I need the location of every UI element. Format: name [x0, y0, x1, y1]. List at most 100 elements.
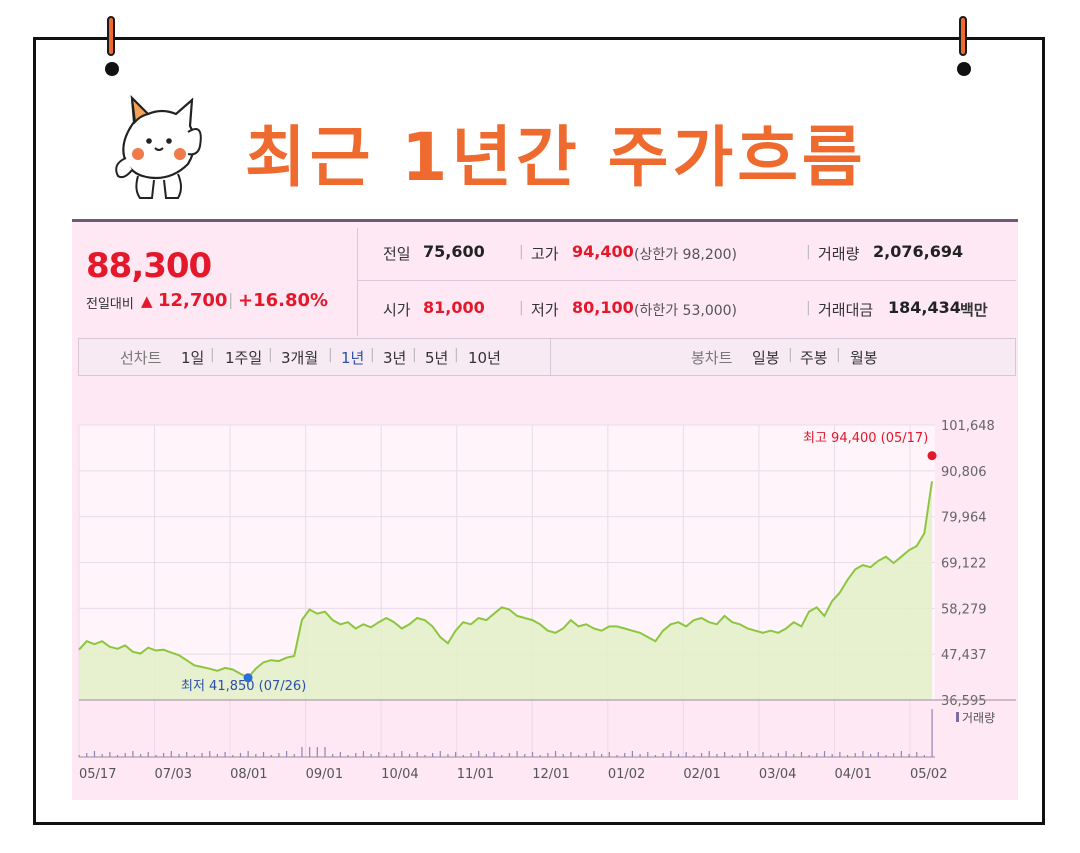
- volume-bar: [209, 751, 211, 757]
- volume-bar: [578, 755, 580, 757]
- period-tab-bar: [78, 338, 1016, 376]
- volume-bar: [754, 754, 756, 757]
- volume-bar: [247, 751, 249, 757]
- tab-5year[interactable]: 5년: [425, 349, 449, 367]
- volume-bar: [324, 747, 326, 757]
- volume-bar: [416, 752, 418, 757]
- volume-bar: [201, 753, 203, 757]
- change-label: 전일대비: [86, 297, 134, 312]
- volume-bar: [770, 755, 772, 757]
- x-tick-label: 05/17: [79, 767, 116, 782]
- min-point-marker: [243, 673, 253, 683]
- volume-bar: [908, 754, 910, 757]
- volume-bar: [385, 755, 388, 757]
- volume-bar: [447, 754, 449, 757]
- divider: |: [519, 244, 524, 260]
- y-tick-label: 101,648: [941, 419, 995, 434]
- tab-10year[interactable]: 10년: [468, 349, 501, 367]
- x-tick-label: 05/02: [910, 767, 947, 782]
- cat-mascot-icon: [115, 95, 202, 199]
- y-tick-label: 58,279: [941, 602, 987, 617]
- volume-bar: [893, 753, 895, 757]
- divider: [357, 228, 358, 336]
- tab-1day[interactable]: 1일: [181, 349, 205, 367]
- volume-bar: [516, 751, 518, 757]
- x-tick-label: 04/01: [834, 767, 871, 782]
- y-tick-label: 69,122: [941, 556, 987, 571]
- volume-bar: [101, 754, 103, 757]
- volume-bar: [370, 754, 372, 757]
- volume-bar: [362, 751, 365, 757]
- volume-bar: [870, 754, 872, 757]
- volume-bar: [831, 754, 833, 757]
- pin-right: [957, 62, 971, 76]
- volume-bar: [155, 755, 157, 757]
- x-tick-label: 02/01: [683, 767, 720, 782]
- volume-bar: [916, 752, 918, 757]
- volume-bar: [647, 752, 649, 757]
- volume-bar: [478, 751, 480, 757]
- volume-bar: [339, 752, 341, 757]
- volume-bar: [232, 755, 234, 757]
- divider: |: [806, 244, 811, 260]
- volume-bar: [170, 751, 172, 757]
- divider: |: [268, 347, 273, 363]
- volume-bar: [508, 753, 511, 757]
- tab-1week[interactable]: 1주일: [225, 349, 263, 367]
- tab-monthly-candle[interactable]: 월봉: [850, 349, 878, 367]
- divider: |: [454, 347, 459, 363]
- tab-3month[interactable]: 3개월: [281, 349, 319, 367]
- tab-weekly-candle[interactable]: 주봉: [800, 349, 828, 367]
- tab-3year[interactable]: 3년: [383, 349, 407, 367]
- divider: |: [210, 347, 215, 363]
- pin-stick-right: [959, 16, 967, 56]
- tab-1year[interactable]: 1년: [341, 349, 365, 367]
- volume-bar: [216, 754, 219, 757]
- volume-bar: [877, 752, 879, 757]
- volume-bar: [800, 752, 803, 757]
- volume-bar: [278, 753, 280, 757]
- upper-limit: (상한가 98,200): [634, 247, 738, 263]
- volume-bar: [455, 752, 457, 757]
- volume-bar: [601, 754, 603, 757]
- volume-bar: [554, 751, 557, 757]
- divider: |: [788, 347, 793, 363]
- volume-bar: [431, 753, 434, 757]
- change-percent: +16.80%: [238, 290, 329, 311]
- volume-bar: [777, 753, 780, 757]
- volume-bar: [570, 752, 572, 757]
- volume-bar: [693, 755, 695, 757]
- volume-bar: [493, 752, 495, 757]
- volume-bar: [593, 751, 595, 757]
- volume-bar: [470, 753, 472, 757]
- volume-label: 거래량: [818, 245, 860, 263]
- y-tick-label: 36,595: [941, 694, 987, 709]
- volume-bar: [301, 747, 303, 757]
- volume-bar: [900, 751, 902, 757]
- volume-bar: [124, 753, 126, 757]
- open-label: 시가: [383, 301, 411, 319]
- amount-unit: 백만: [960, 301, 988, 319]
- volume-legend: 거래량: [962, 711, 995, 725]
- panel-top-border: [72, 219, 1018, 222]
- volume-legend-icon: [956, 712, 959, 722]
- candle-chart-label: 봉차트: [691, 349, 733, 367]
- divider: [550, 339, 551, 375]
- low-label: 저가: [531, 301, 559, 319]
- current-price: 88,300: [86, 246, 212, 286]
- volume-bar: [846, 755, 849, 757]
- x-tick-label: 03/04: [759, 767, 796, 782]
- volume-bar: [631, 751, 633, 757]
- open-value: 81,000: [423, 298, 485, 317]
- volume-bar: [93, 751, 96, 757]
- volume-bar: [178, 754, 180, 757]
- tab-daily-candle[interactable]: 일봉: [752, 349, 780, 367]
- price-area: [79, 481, 932, 700]
- volume-bar: [808, 755, 810, 757]
- volume-bar: [539, 755, 541, 757]
- volume-bar: [923, 755, 926, 757]
- volume-bar: [424, 755, 426, 757]
- divider: |: [370, 347, 375, 363]
- volume-bar: [439, 751, 441, 757]
- volume-bar: [293, 754, 295, 757]
